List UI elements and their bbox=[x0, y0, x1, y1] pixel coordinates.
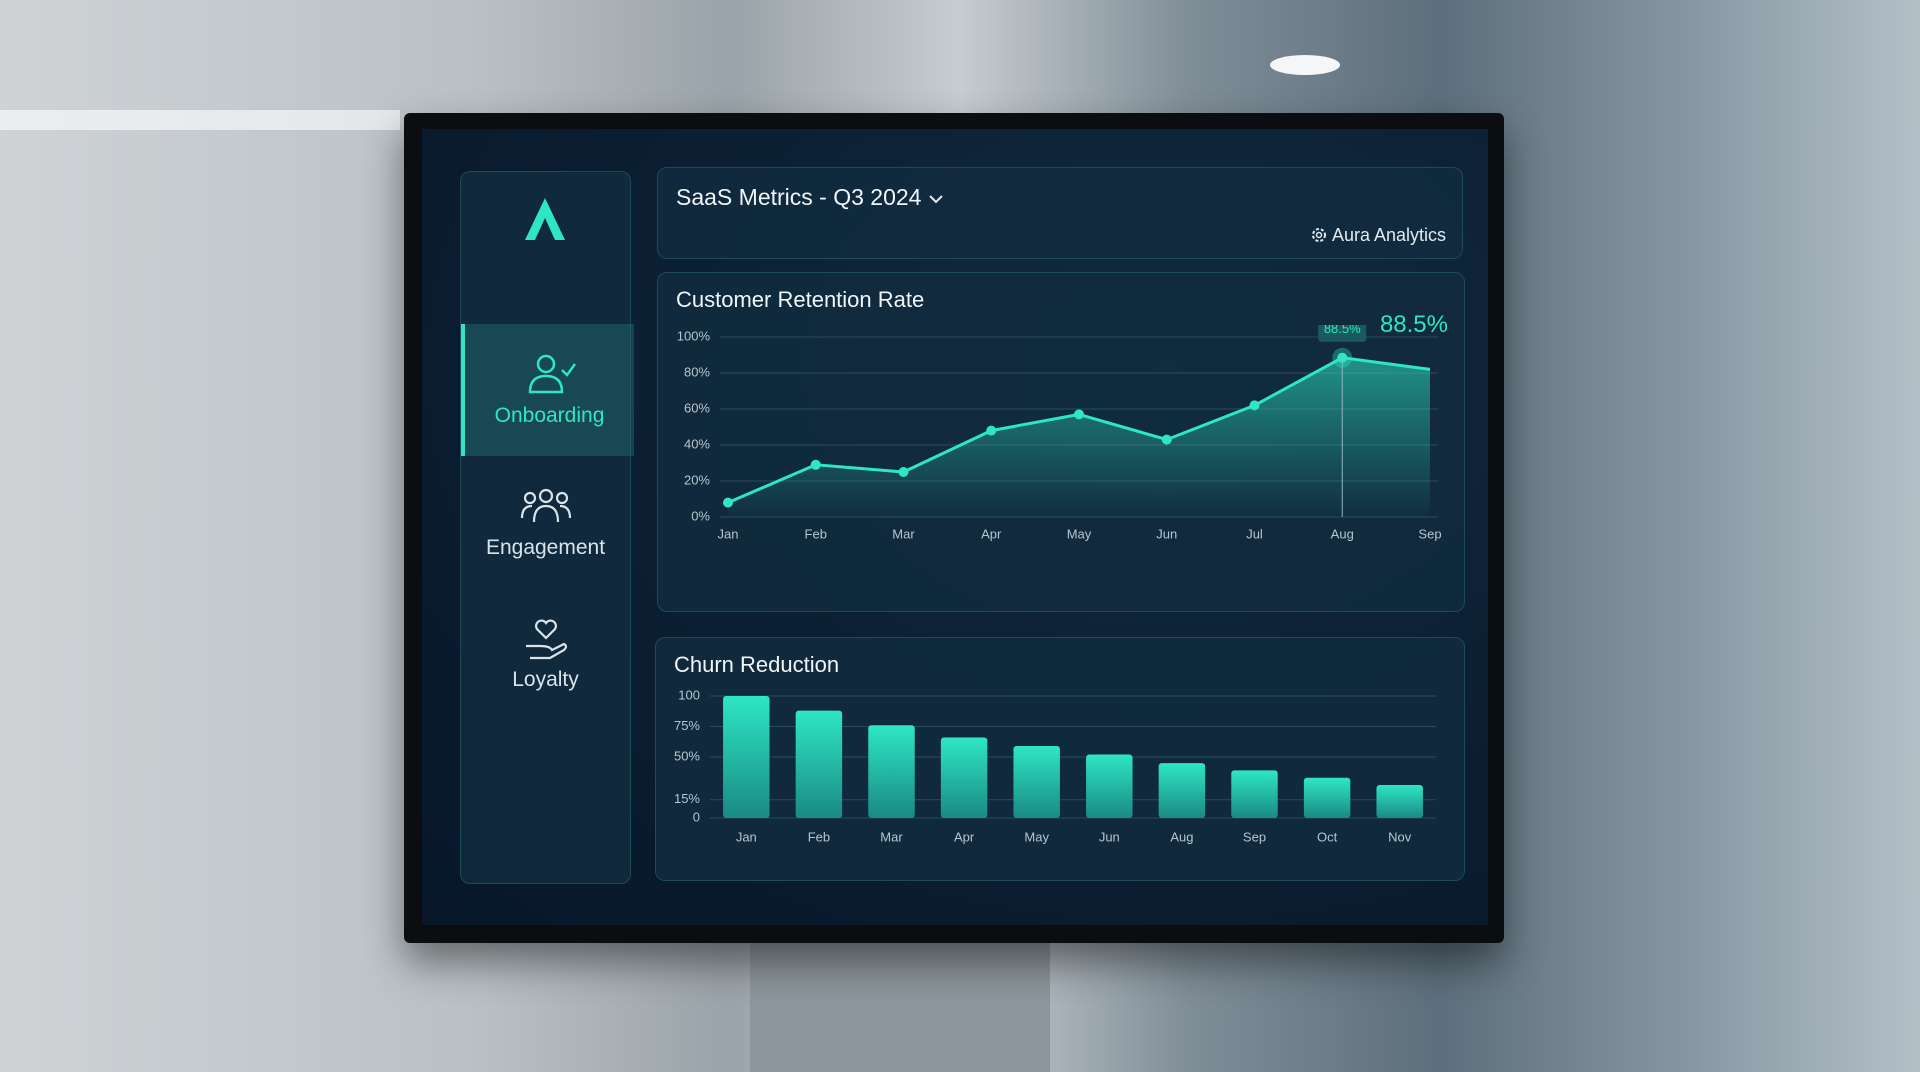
icon bbox=[528, 354, 576, 394]
monitor: Onboarding Engagement Loyalty SaaS Metri… bbox=[404, 113, 1504, 943]
bar bbox=[1303, 777, 1351, 818]
point bbox=[1161, 434, 1172, 445]
point bbox=[1074, 409, 1084, 420]
y-tick-label: 0% bbox=[691, 508, 710, 523]
x-tick-label: Feb bbox=[808, 829, 830, 844]
nav-label: Engagement bbox=[485, 536, 606, 559]
x-tick-label: Apr bbox=[954, 829, 975, 844]
pillar bbox=[750, 930, 1050, 1072]
y-tick-label: 0 bbox=[693, 809, 700, 824]
point bbox=[723, 497, 733, 508]
chart-panel: Churn Reduction 0 15% 50% 75% 100 Jan Feb Mar Ap… bbox=[655, 637, 1465, 881]
x-tick-label: Oct bbox=[1317, 829, 1338, 844]
logo bbox=[525, 198, 565, 240]
x-tick-label: May bbox=[1024, 829, 1049, 844]
bar bbox=[868, 725, 915, 818]
bar-chart: 0 15% 50% 75% 100 Jan Feb Mar Apr May Jun Aug Sep Oct… bbox=[674, 687, 1436, 844]
x-tick-label: Jan bbox=[718, 526, 739, 541]
nav-item[interactable]: Loyalty bbox=[461, 588, 630, 720]
ceiling-light bbox=[0, 110, 400, 130]
icon bbox=[525, 619, 567, 660]
point bbox=[986, 425, 997, 436]
header: SaaS Metrics - Q3 2024 Aura Analytics bbox=[657, 167, 1463, 259]
y-tick-label: 15% bbox=[674, 791, 700, 806]
bar bbox=[940, 737, 988, 818]
dropdown-caret bbox=[929, 195, 943, 204]
bar bbox=[1158, 763, 1206, 818]
x-tick-label: May bbox=[1067, 526, 1092, 541]
x-tick-label: Jun bbox=[1099, 829, 1120, 844]
chart-panel: Customer Retention Rate 88.5% 0% 20% 40% 60… bbox=[657, 272, 1465, 612]
bar bbox=[1231, 770, 1278, 818]
chart-title: Churn Reduction bbox=[674, 652, 840, 677]
x-tick-label: Nov bbox=[1388, 829, 1412, 844]
point bbox=[898, 467, 909, 477]
chart-title: Customer Retention Rate bbox=[676, 287, 925, 312]
y-tick-label: 100% bbox=[677, 328, 711, 343]
title-text: SaaS Metrics - Q3 2024 bbox=[676, 184, 922, 210]
nav-item[interactable]: Engagement bbox=[461, 456, 630, 588]
headline-value: 88.5% bbox=[1379, 311, 1448, 338]
gear-icon bbox=[1311, 228, 1326, 242]
x-tick-label: Sep bbox=[1418, 526, 1441, 541]
x-tick-label: Aug bbox=[1170, 829, 1193, 844]
highlight-glow bbox=[1332, 347, 1353, 368]
brand[interactable]: Aura Analytics bbox=[1310, 225, 1446, 246]
y-tick-label: 60% bbox=[684, 400, 710, 415]
bar bbox=[723, 696, 770, 818]
dashboard-title[interactable]: SaaS Metrics - Q3 2024 bbox=[676, 184, 944, 211]
bar bbox=[795, 710, 843, 818]
y-tick-label: 75% bbox=[674, 718, 700, 733]
y-tick-label: 80% bbox=[684, 364, 710, 379]
x-tick-label: Aug bbox=[1331, 526, 1354, 541]
y-tick-label: 20% bbox=[684, 472, 710, 487]
x-tick-label: Mar bbox=[892, 526, 915, 541]
sidebar: Onboarding Engagement Loyalty bbox=[460, 171, 634, 884]
brand-text: Aura Analytics bbox=[1331, 225, 1446, 245]
x-tick-label: Apr bbox=[981, 526, 1002, 541]
nav-label: Loyalty bbox=[512, 668, 579, 691]
area bbox=[728, 357, 1430, 517]
ceiling-lamp bbox=[1270, 55, 1340, 75]
x-tick-label: Jan bbox=[736, 829, 757, 844]
dashboard: Onboarding Engagement Loyalty SaaS Metri… bbox=[422, 129, 1488, 925]
x-tick-label: Sep bbox=[1243, 829, 1266, 844]
y-tick-label: 40% bbox=[684, 436, 710, 451]
bar bbox=[1376, 785, 1423, 818]
y-tick-label: 100 bbox=[678, 687, 700, 702]
icon bbox=[520, 488, 571, 523]
x-tick-label: Mar bbox=[880, 829, 903, 844]
point bbox=[810, 459, 821, 470]
bar bbox=[1013, 746, 1060, 818]
nav-item[interactable]: Onboarding bbox=[461, 324, 634, 456]
bar bbox=[1086, 754, 1133, 818]
line-chart: 0% 20% 40% 60% 80% 100% Jan Feb Mar Apr May Jun Jul A… bbox=[677, 325, 1442, 541]
y-tick-label: 50% bbox=[674, 748, 700, 763]
nav-label: Onboarding bbox=[494, 404, 605, 427]
x-tick-label: Jul bbox=[1246, 526, 1263, 541]
x-tick-label: Jun bbox=[1156, 526, 1177, 541]
x-tick-label: Feb bbox=[805, 526, 827, 541]
tooltip bbox=[1318, 325, 1367, 342]
data-label: 88.5% bbox=[1324, 325, 1361, 336]
point bbox=[1249, 400, 1260, 411]
